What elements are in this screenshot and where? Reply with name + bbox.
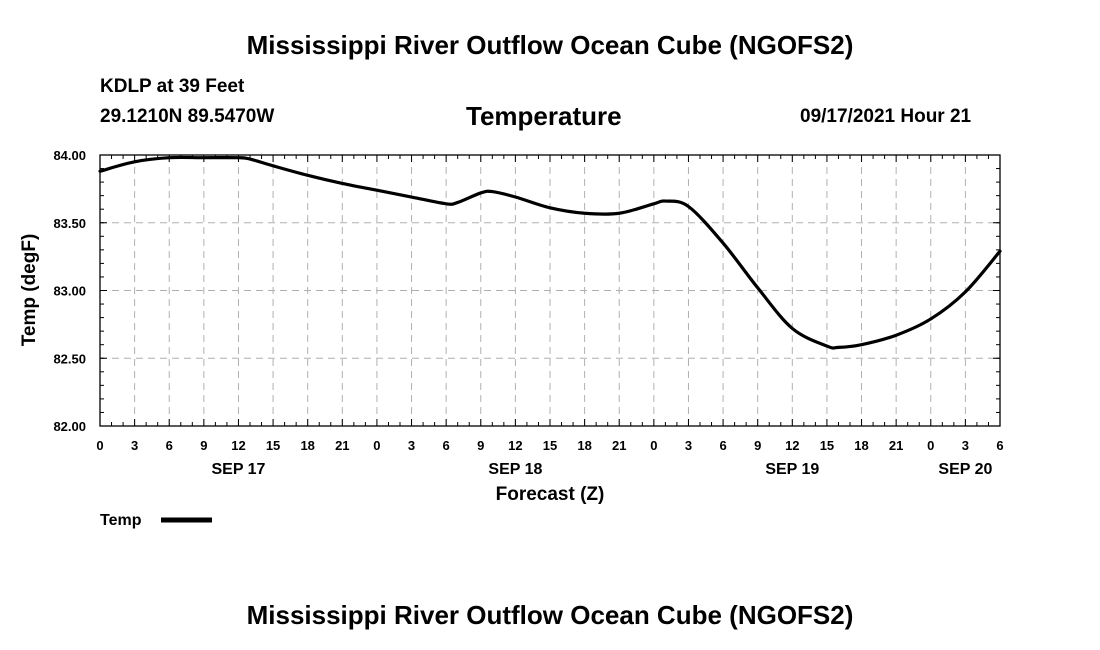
x-tick-label: 9 <box>477 438 484 453</box>
x-tick-label: 3 <box>408 438 415 453</box>
date-labels: SEP 17 SEP 18 SEP 19 SEP 20 <box>211 461 992 478</box>
y-tick-label: 84.00 <box>53 148 86 163</box>
x-tick-label: 9 <box>200 438 207 453</box>
legend-label: Temp <box>100 512 142 529</box>
x-tick-label: 3 <box>131 438 138 453</box>
x-tick-label: 15 <box>543 438 557 453</box>
temp-series-line <box>98 155 1002 350</box>
coordinates-label: 29.1210N 89.5470W <box>100 106 275 127</box>
axis-ticks <box>99 154 1001 427</box>
x-tick-labels: 0 3 6 9 12 15 18 21 0 3 6 9 12 15 18 21 0 3 6 9 12 15 18 21 0 3 6 <box>96 438 1003 453</box>
x-tick-label: 21 <box>612 438 626 453</box>
date-label: SEP 18 <box>488 461 542 478</box>
datetime-label: 09/17/2021 Hour 21 <box>800 106 972 127</box>
date-label: SEP 19 <box>765 461 819 478</box>
station-label: KDLP at 39 Feet <box>100 76 245 97</box>
footer-title: Mississippi River Outflow Ocean Cube (NG… <box>246 600 854 630</box>
x-tick-label: 9 <box>754 438 761 453</box>
y-tick-label: 83.50 <box>53 216 86 231</box>
variable-label: Temperature <box>466 101 622 131</box>
x-tick-label: 21 <box>889 438 903 453</box>
x-tick-label: 15 <box>820 438 834 453</box>
y-tick-label: 82.00 <box>53 419 86 434</box>
x-tick-label: 12 <box>508 438 522 453</box>
x-tick-label: 6 <box>719 438 726 453</box>
x-tick-label: 3 <box>962 438 969 453</box>
date-label: SEP 20 <box>938 461 992 478</box>
x-tick-label: 18 <box>854 438 868 453</box>
x-tick-label: 0 <box>96 438 103 453</box>
x-tick-label: 6 <box>166 438 173 453</box>
date-label: SEP 17 <box>211 461 265 478</box>
y-tick-label: 82.50 <box>53 351 86 366</box>
y-axis-label: Temp (degF) <box>19 234 40 347</box>
x-tick-label: 6 <box>996 438 1003 453</box>
x-tick-label: 12 <box>785 438 799 453</box>
y-tick-labels: 82.00 82.50 83.00 83.50 84.00 <box>53 148 86 434</box>
x-axis-label: Forecast (Z) <box>496 484 605 505</box>
x-tick-label: 21 <box>335 438 349 453</box>
x-tick-label: 0 <box>927 438 934 453</box>
x-tick-label: 6 <box>443 438 450 453</box>
legend: Temp <box>100 512 212 529</box>
grid-lines <box>100 155 1000 426</box>
plot-frame <box>99 154 1001 427</box>
x-tick-label: 15 <box>266 438 280 453</box>
x-tick-label: 0 <box>373 438 380 453</box>
x-tick-label: 0 <box>650 438 657 453</box>
chart-title: Mississippi River Outflow Ocean Cube (NG… <box>246 30 854 60</box>
x-tick-label: 18 <box>577 438 591 453</box>
y-tick-label: 83.00 <box>53 284 86 299</box>
x-tick-label: 3 <box>685 438 692 453</box>
x-tick-label: 18 <box>300 438 314 453</box>
x-tick-label: 12 <box>231 438 245 453</box>
